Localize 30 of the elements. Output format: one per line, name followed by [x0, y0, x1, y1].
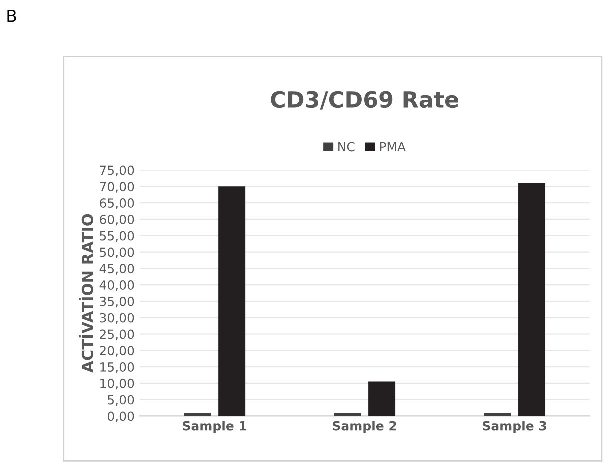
y-tick-label: 70,00: [100, 182, 134, 193]
text: B: [8, 10, 16, 22]
y-tick-label: 40,00: [100, 280, 134, 292]
x-tick-label: Sample 2: [333, 421, 396, 434]
bar: [334, 412, 362, 416]
legend-label: PMA: [380, 142, 406, 152]
y-tick-label: 65,00: [100, 198, 134, 210]
y-tick-label: 45,00: [100, 264, 134, 275]
chart-title: CD3/CD69 Rate: [271, 91, 458, 110]
bar: [484, 412, 512, 416]
y-tick-label: 10,00: [100, 378, 134, 390]
y-tick-label: 50,00: [100, 248, 134, 258]
bar: [184, 412, 212, 416]
legend-label: NC: [338, 142, 355, 152]
y-tick-label: 75,00: [100, 166, 134, 176]
y-tick-label: 30,00: [100, 313, 134, 324]
bar: [518, 183, 546, 416]
y-axis-title: ACTİVATİON RATIO: [79, 214, 94, 373]
bar: [218, 186, 246, 416]
y-tick-label: 0,00: [108, 412, 134, 422]
x-tick-label: Sample 3: [483, 421, 546, 434]
bar: [368, 382, 396, 416]
x-tick-label: Sample 1: [183, 421, 247, 434]
y-tick-label: 55,00: [100, 231, 134, 242]
y-tick-label: 15,00: [100, 362, 134, 374]
y-tick-label: 5,00: [108, 395, 134, 406]
y-tick-label: 35,00: [100, 296, 134, 308]
y-tick-label: 25,00: [100, 330, 134, 340]
y-tick-label: 60,00: [100, 214, 134, 226]
y-tick-label: 20,00: [100, 346, 134, 357]
